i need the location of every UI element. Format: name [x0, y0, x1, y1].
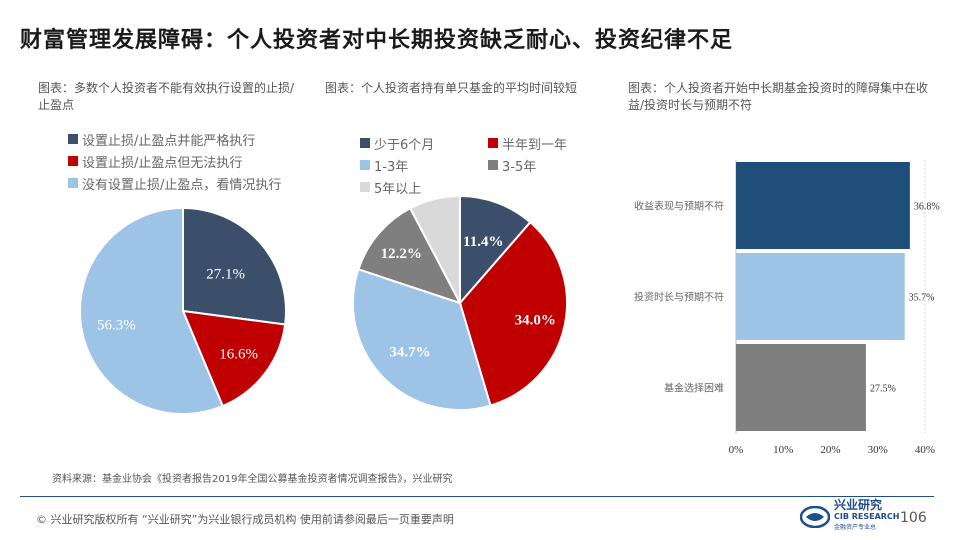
slice-label: 56.3% [97, 317, 136, 333]
pie-slice [79, 206, 225, 415]
category-label: 投资时长与预期不符 [634, 291, 724, 304]
legend-swatch [68, 134, 78, 144]
slice-label: 12.2% [381, 246, 422, 262]
pie-slice [458, 220, 568, 407]
source-note: 资料来源：基金业协会《投资者报告2019年全国公募基金投资者情况调查报告》，兴业… [52, 474, 453, 485]
bar [736, 253, 905, 340]
slice-label: 11.4% [463, 234, 503, 250]
footer-divider [20, 496, 934, 497]
legend-label: 设置止损/止盈点但无法执行 [82, 155, 243, 171]
legend-item: 设置止损/止盈点并能严格执行 [68, 128, 281, 150]
page-title: 财富管理发展障碍：个人投资者对中长期投资缺乏耐心、投资纪律不足 [20, 28, 734, 53]
pie-slice [352, 268, 492, 411]
legend-label: 少于6个月 [374, 137, 435, 153]
category-label: 收益表现与预期不符 [634, 200, 724, 213]
chart2-legend: 少于6个月 半年到一年 1-3年 3-5年 5年以上 [360, 132, 598, 198]
cib-logo-icon [800, 505, 830, 528]
x-tick-label: 0% [729, 444, 744, 456]
pie-slice [182, 206, 287, 326]
chart3-caption: 图表：个人投资者开始中长期基金投资时的障碍集中在收益/投资时长与预期不符 [628, 81, 929, 112]
x-tick-label: 10% [773, 444, 793, 456]
chart2-caption: 图表：个人投资者持有单只基金的平均时间较短 [325, 81, 578, 95]
bar [736, 162, 910, 249]
legend-label: 半年到一年 [502, 137, 568, 153]
logo-sub: 金融资产专业总 [834, 524, 877, 531]
bar [736, 344, 866, 431]
slice-label: 34.0% [515, 312, 556, 328]
cib-logo: 兴业研究 CIB RESEARCH 金融资产专业总 [800, 498, 900, 533]
chart1-caption: 图表：多数个人投资者不能有效执行设置的止损/止盈点 [38, 81, 295, 112]
logo-en: CIB RESEARCH [834, 512, 900, 521]
legend-swatch [488, 160, 498, 170]
legend-label: 1-3年 [374, 159, 409, 175]
pie-slice [181, 309, 287, 408]
legend-label: 设置止损/止盈点并能严格执行 [82, 133, 256, 149]
pie-chart-stop-loss: 27.1% 16.6% 56.3% [79, 206, 287, 415]
legend-item: 1-3年 [360, 154, 488, 176]
legend-swatch [68, 178, 78, 188]
legend-item: 3-5年 [488, 154, 598, 176]
x-tick-label: 40% [915, 444, 935, 456]
legend-label: 没有设置止损/止盈点，看情况执行 [82, 177, 282, 193]
legend-swatch [488, 138, 498, 148]
pie-chart-holding-period: 11.4% 34.0% 34.7% 12.2% [352, 194, 568, 411]
logo-cn: 兴业研究 [834, 498, 883, 512]
value-label: 36.8% [914, 202, 940, 213]
legend-item: 没有设置止损/止盈点，看情况执行 [68, 172, 281, 194]
legend-swatch [68, 156, 78, 166]
legend-item: 设置止损/止盈点但无法执行 [68, 150, 281, 172]
pie-slice [357, 206, 463, 305]
legend-item: 5年以上 [360, 176, 488, 198]
legend-label: 5年以上 [374, 181, 422, 197]
slice-label: 27.1% [206, 267, 245, 283]
bar-chart-obstacles: 收益表现与预期不符 36.8% 投资时长与预期不符 35.7% 基金选择困难 27.5% 0… [634, 160, 940, 456]
category-label: 基金选择困难 [664, 382, 724, 395]
slice-label: 34.7% [389, 344, 430, 360]
footer-text: © 兴业研究版权所有 “兴业研究”为兴业银行成员机构 使用前请参阅最后一页重要声… [36, 513, 454, 526]
x-tick-label: 20% [820, 444, 840, 456]
pie-slice [459, 194, 532, 306]
legend-label: 3-5年 [502, 159, 537, 175]
legend-item: 半年到一年 [488, 132, 598, 154]
pie-slice [408, 194, 461, 304]
legend-swatch [360, 182, 370, 192]
x-tick-label: 30% [868, 444, 888, 456]
chart1-legend: 设置止损/止盈点并能严格执行 设置止损/止盈点但无法执行 没有设置止损/止盈点，… [68, 128, 281, 194]
value-label: 27.5% [870, 384, 896, 395]
legend-swatch [360, 138, 370, 148]
legend-swatch [360, 160, 370, 170]
page-number: 106 [900, 510, 927, 526]
slice-label: 16.6% [219, 347, 258, 363]
value-label: 35.7% [909, 293, 935, 304]
legend-item: 少于6个月 [360, 132, 488, 154]
